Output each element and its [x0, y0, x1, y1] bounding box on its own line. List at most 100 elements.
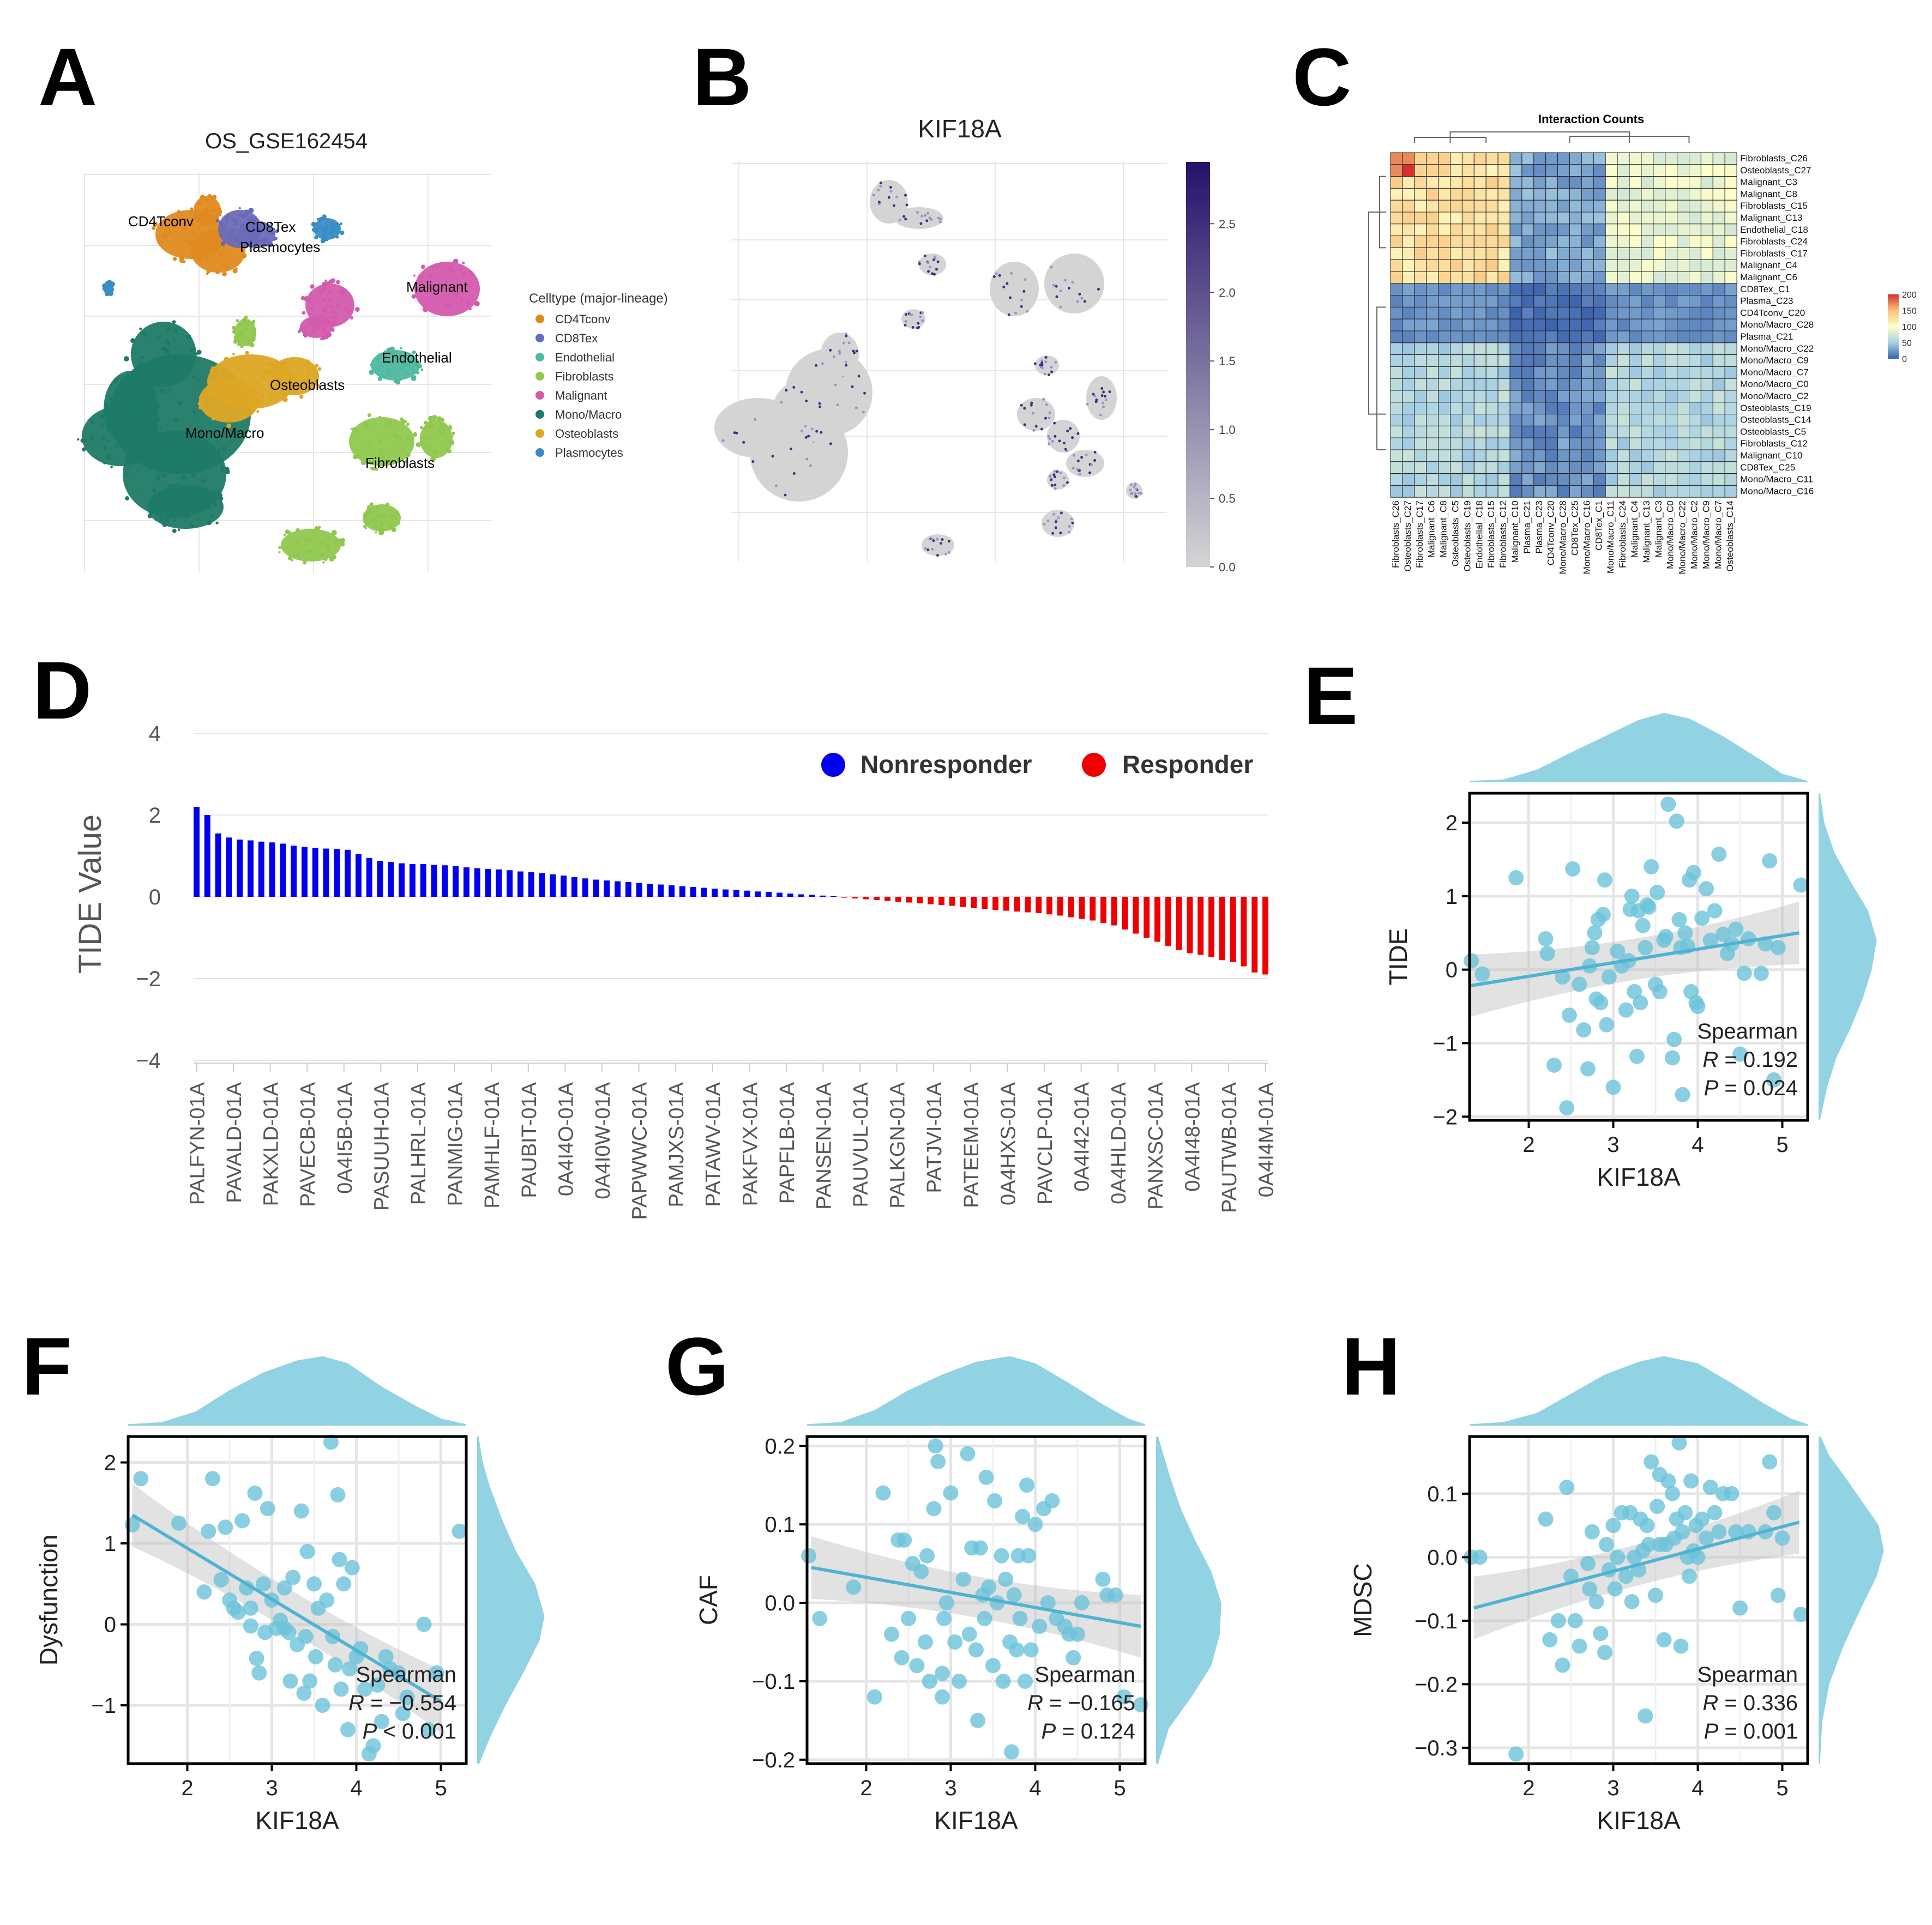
scatter-point [323, 1434, 339, 1450]
heatmap-cell [1665, 473, 1678, 486]
heatmap-cell [1473, 306, 1486, 319]
x-tick-label: 4 [1692, 1133, 1704, 1157]
scatter-point [987, 1493, 1003, 1508]
heatmap-cell [1569, 259, 1582, 272]
heatmap-cell [1485, 283, 1498, 296]
tide-bar [766, 892, 772, 897]
y-tick-label: −2 [1433, 1105, 1458, 1129]
heatmap-cell [1414, 188, 1427, 201]
umap-a-legend-label: Mono/Macro [555, 408, 622, 421]
heatmap-cell [1450, 283, 1462, 296]
heatmap-row-label: Plasma_C21 [1740, 331, 1793, 342]
heatmap-cell [1712, 366, 1725, 379]
heatmap-cell [1497, 306, 1510, 319]
heatmap-cell [1581, 414, 1594, 426]
heatmap-cell [1414, 236, 1427, 248]
heatmap-cell [1485, 414, 1498, 426]
heatmap-cell [1593, 437, 1606, 450]
heatmap-cell [1545, 200, 1558, 213]
heatmap-cell [1426, 342, 1439, 355]
heatmap-cell [1426, 306, 1439, 319]
heatmap-cell [1438, 414, 1451, 426]
tide-bar [226, 837, 232, 897]
heatmap-cell [1402, 259, 1415, 272]
tide-bar [852, 897, 858, 898]
scatter-point [978, 1469, 994, 1485]
y-tick-label: 0 [104, 1613, 116, 1637]
legend-nonresponder-label: Nonresponder [860, 750, 1032, 779]
heatmap-cell [1569, 176, 1582, 189]
heatmap-cell [1390, 271, 1403, 284]
scatter-point [1555, 1657, 1570, 1673]
heatmap-column-label: Malignant_C6 [1427, 500, 1437, 558]
heatmap-cell [1653, 378, 1666, 391]
heatmap-cell [1677, 295, 1689, 307]
tide-bar [830, 896, 837, 897]
heatmap-cell [1414, 283, 1427, 296]
heatmap-cell [1509, 200, 1522, 213]
heatmap-cell [1712, 473, 1725, 486]
umap-b-colorbar-label: 1.0 [1219, 423, 1236, 437]
tide-legend: Nonresponder Responder [821, 750, 1253, 779]
heatmap-cell [1700, 425, 1713, 438]
heatmap-column-labels: Fibroblasts_C26 Osteoblasts_C27 Fibroblast… [1391, 500, 1735, 574]
scatter-point [1605, 1079, 1621, 1095]
heatmap-cell [1414, 330, 1427, 343]
heatmap-cell [1461, 283, 1474, 296]
heatmap-cell [1689, 247, 1701, 260]
heatmap-cell [1497, 437, 1510, 450]
heatmap-cell [1689, 259, 1701, 272]
heatmap-cell [1557, 271, 1570, 284]
tide-x-tick-label: PALKGN-01A [887, 1082, 910, 1208]
heatmap-cell [1689, 271, 1701, 284]
heatmap-cell [1533, 330, 1546, 343]
scatter-point [1633, 995, 1648, 1011]
heatmap-cell [1402, 247, 1415, 260]
heatmap-column-label: Fibroblasts_C24 [1617, 500, 1628, 568]
heatmap-cell [1509, 212, 1522, 225]
heatmap-cell [1438, 354, 1451, 367]
tide-bar [723, 889, 729, 897]
heatmap-cell [1438, 390, 1451, 403]
scatter-point [1561, 1007, 1577, 1023]
heatmap-cell [1473, 271, 1486, 284]
heatmap-cell [1581, 176, 1594, 189]
heatmap-cell [1724, 366, 1737, 379]
scatter-point [1539, 945, 1555, 961]
heatmap-cell [1414, 425, 1427, 438]
heatmap-cell [1557, 354, 1570, 367]
tide-x-tick-label: PAVALD-01A [223, 1082, 246, 1203]
scatter-point [1753, 965, 1769, 981]
heatmap-cell [1450, 390, 1462, 403]
heatmap-cell [1617, 271, 1630, 284]
heatmap-cell [1521, 295, 1534, 307]
scatter-point [452, 1523, 467, 1539]
heatmap-cell [1509, 402, 1522, 415]
heatmap-cell [1473, 200, 1486, 213]
scatter-point [370, 1677, 386, 1693]
umap-a-cluster-osteoblasts [197, 351, 322, 429]
heatmap-colorbar-label: 150 [1902, 307, 1917, 316]
tide-bar [1079, 897, 1085, 919]
x-tick-label: 3 [944, 1776, 956, 1800]
heatmap-cell [1450, 164, 1462, 177]
scatter-point [285, 1570, 301, 1585]
tide-bar [593, 879, 599, 897]
heatmap-cell [1712, 152, 1725, 165]
scatter-point [1707, 1505, 1723, 1520]
scatter-axes: 2 3 4 5 0.2 0.1 0.0 −0.1 −0.2 [752, 1434, 1126, 1800]
heatmap-cell [1712, 283, 1725, 296]
heatmap-column-label: CD4Tconv_C20 [1546, 500, 1556, 565]
heatmap-cell [1390, 402, 1403, 415]
scatter-point [1472, 1549, 1488, 1565]
heatmap-row-label: Mono/Macro_C7 [1740, 367, 1809, 377]
heatmap-column-label: Malignant_C8 [1439, 500, 1449, 558]
stats-r: R = 0.192 [1702, 1048, 1798, 1072]
tide-bar [884, 897, 891, 901]
umap-b-cluster [1044, 254, 1104, 313]
umap-celltype-chart: OS_GSE162454 CD4Tconv CD8Tex Plasmocytes… [77, 129, 668, 572]
heatmap-cell [1593, 176, 1606, 189]
heatmap-cell [1485, 366, 1498, 379]
tide-bar [701, 888, 707, 897]
scatter-point [981, 1579, 997, 1595]
